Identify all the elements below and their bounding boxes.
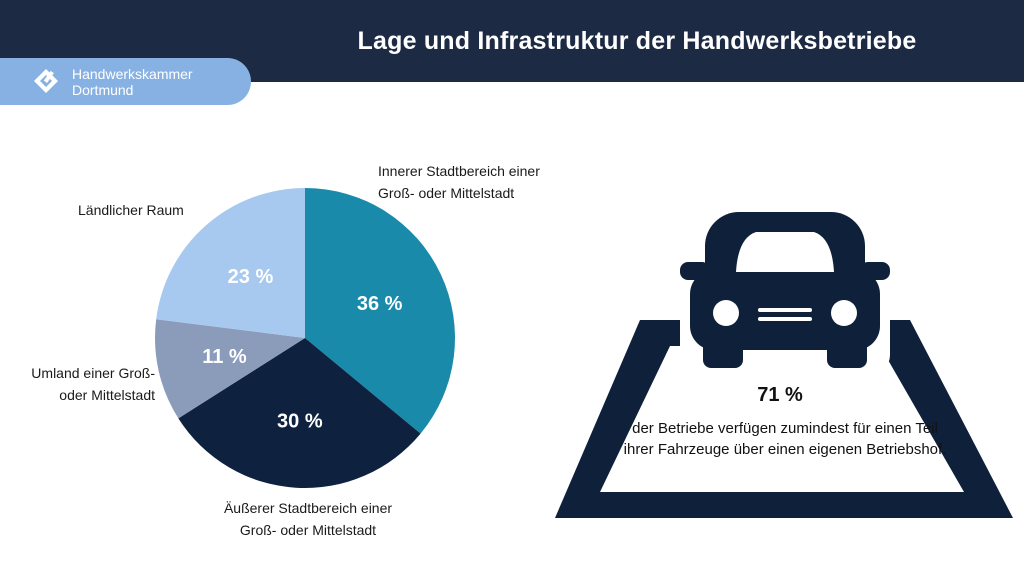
car-headlight-left (713, 300, 739, 326)
page-title: Lage und Infrastruktur der Handwerksbetr… (357, 26, 917, 55)
pie-category-label-line: Groß- oder Mittelstadt (378, 185, 515, 201)
pie-chart: 36 % 30 % 11 % 23 % (155, 188, 455, 488)
parking-lot-inner (600, 346, 964, 492)
car-grille-line (758, 308, 812, 312)
handwerkskammer-logo-icon (34, 69, 58, 93)
car-grille-line (758, 317, 812, 321)
pie-slice (156, 188, 305, 338)
car-headlight-right (831, 300, 857, 326)
pie-category-label-line: oder Mittelstadt (59, 387, 155, 403)
pie-category-label-line: Groß- oder Mittelstadt (239, 522, 377, 538)
pie-category-label: Innerer Stadtbereich einer Groß- oder Mit… (378, 160, 540, 204)
pie-category-label: Äußerer Stadtbereich einer Groß- oder Mit… (188, 497, 428, 541)
pie-category-label-line: Umland einer Groß- (31, 365, 155, 381)
pie-category-label-line: Äußerer Stadtbereich einer (223, 500, 393, 516)
pie-slice-value-label: 36 % (357, 293, 403, 315)
stat-value: 71 % (757, 384, 803, 406)
pie-slice-value-label: 11 % (202, 346, 247, 368)
pie-category-label-line: Innerer Stadtbereich einer (378, 163, 540, 179)
brand-line-2: Dortmund (72, 82, 134, 98)
car-windshield (736, 232, 834, 272)
brand-line-1: Handwerkskammer (72, 66, 193, 82)
pie-slice-value-label: 30 % (277, 410, 323, 432)
car-on-parking-lot-icon (555, 200, 1013, 518)
pie-slice (305, 188, 455, 434)
pie-category-label: Ländlicher Raum (78, 199, 184, 221)
pie-slice (178, 338, 421, 488)
brand-badge: Handwerkskammer Dortmund (0, 58, 251, 105)
pie-category-label: Umland einer Groß-oder Mittelstadt (5, 362, 155, 406)
pie-slice (155, 319, 305, 419)
pie-slice-value-label: 23 % (228, 266, 274, 288)
stat-description: der Betriebe verfügen zumindest für eine… (623, 420, 947, 458)
pie-category-label-line: Ländlicher Raum (78, 202, 184, 218)
brand-name: Handwerkskammer Dortmund (72, 66, 193, 98)
